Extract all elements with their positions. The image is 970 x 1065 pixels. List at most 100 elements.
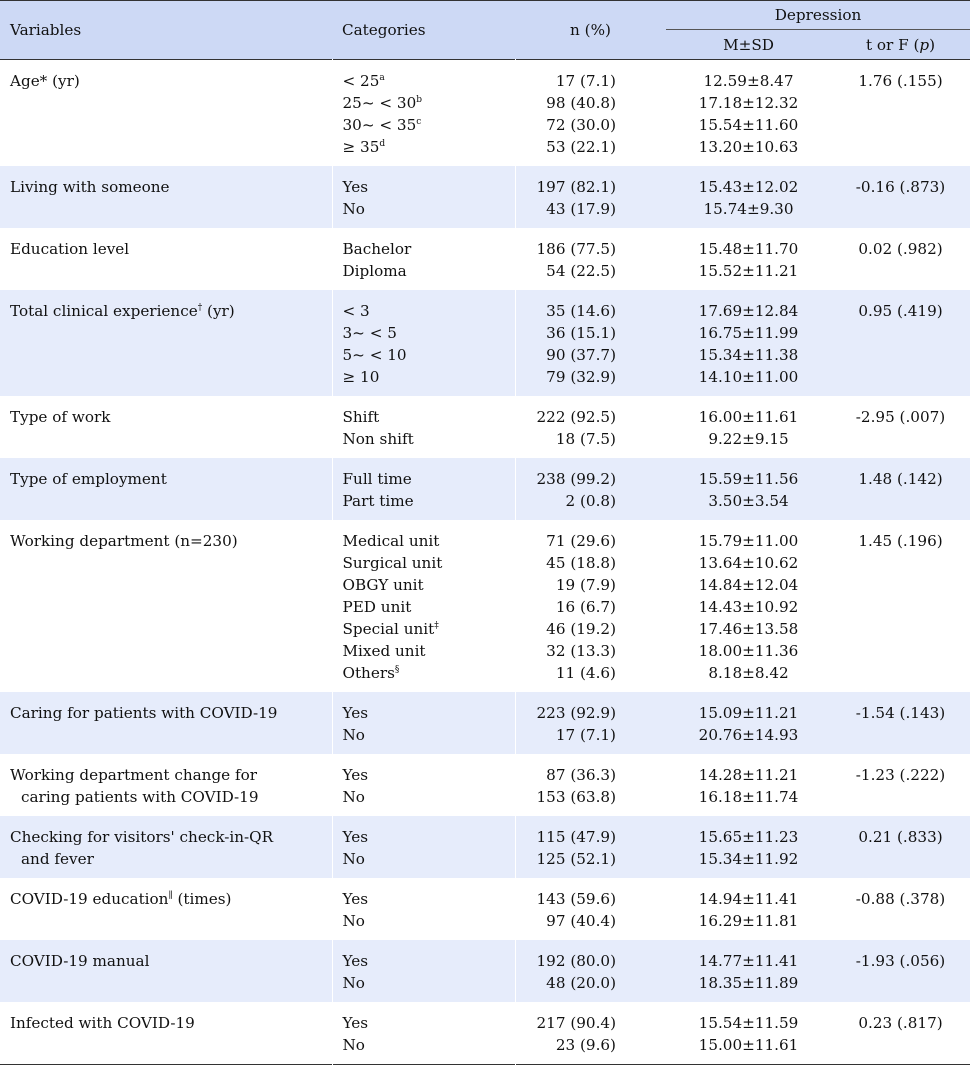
- msd-value: 15.34±11.92: [698, 850, 799, 868]
- variable-cell: Caring for patients with COVID-19: [0, 692, 333, 754]
- table-row: Caring for patients with COVID-19 Yes No 22…: [0, 692, 970, 754]
- footnote-mark: ‡: [434, 620, 439, 631]
- t-value: 0.21 (.833): [858, 828, 943, 846]
- category-label: ≥ 10: [342, 368, 380, 386]
- category-label: Others§: [342, 664, 400, 682]
- msd-value: 14.28±11.21: [698, 766, 799, 784]
- header-variables: Variables: [10, 21, 82, 39]
- n-pct-cell: 217 (90.4) 23 (9.6): [515, 1002, 666, 1065]
- n-pct-cell: 192 (80.0) 48 (20.0): [515, 940, 666, 1002]
- table-row: Type of work Shift Non shift 222 (92.5) 18 (…: [0, 396, 970, 458]
- n-pct-value: 71 (29.6): [546, 532, 616, 550]
- t-cell: -2.95 (.007): [831, 396, 970, 458]
- t-value: -0.88 (.378): [855, 890, 946, 908]
- t-cell: 0.02 (.982): [831, 228, 970, 290]
- table-row: Checking for visitors' check-in-QR and fe…: [0, 816, 970, 878]
- t-value: 1.76 (.155): [858, 72, 943, 90]
- n-pct-value: 197 (82.1): [536, 178, 616, 196]
- msd-value: 17.18±12.32: [698, 94, 799, 112]
- t-cell: -1.93 (.056): [831, 940, 970, 1002]
- variable-cell: Checking for visitors' check-in-QR and fe…: [0, 816, 333, 878]
- n-pct-value: 217 (90.4): [536, 1014, 616, 1032]
- category-label: Diploma: [342, 262, 407, 280]
- category-label: Surgical unit: [342, 554, 443, 572]
- category-label: No: [342, 726, 365, 744]
- variable-label: Working department (n=230): [10, 532, 238, 550]
- category-label: Yes: [342, 890, 369, 908]
- variable-cell: COVID-19 education∥ (times): [0, 878, 333, 940]
- t-cell: -1.23 (.222): [831, 754, 970, 816]
- msd-value: 15.54±11.60: [698, 116, 799, 134]
- variable-label-cont: and fever: [21, 850, 94, 868]
- t-cell: 1.48 (.142): [831, 458, 970, 520]
- footnote-mark: ∥: [168, 890, 173, 901]
- variable-cell: Age* (yr): [0, 59, 333, 166]
- category-label: PED unit: [342, 598, 412, 616]
- category-cell: Yes No: [332, 940, 516, 1002]
- category-cell: < 25a 25~ < 30b 30~ < 35c ≥ 35d: [332, 59, 516, 166]
- category-cell: Full time Part time: [332, 458, 516, 520]
- table-row: Total clinical experience† (yr) < 3 3~ < 5…: [0, 290, 970, 396]
- msd-value: 18.35±11.89: [698, 974, 799, 992]
- variable-cell: Type of work: [0, 396, 333, 458]
- msd-cell: 15.65±11.23 15.34±11.92: [666, 816, 831, 878]
- msd-value: 9.22±9.15: [708, 430, 789, 448]
- n-pct-value: 222 (92.5): [536, 408, 616, 426]
- msd-cell: 16.00±11.61 9.22±9.15: [666, 396, 831, 458]
- t-value: 0.23 (.817): [858, 1014, 943, 1032]
- msd-value: 13.20±10.63: [698, 138, 799, 156]
- n-pct-value: 16 (6.7): [555, 598, 616, 616]
- n-pct-cell: 35 (14.6) 36 (15.1) 90 (37.7) 79 (32.9): [515, 290, 666, 396]
- n-pct-value: 192 (80.0): [536, 952, 616, 970]
- msd-value: 16.29±11.81: [698, 912, 799, 930]
- n-pct-value: 90 (37.7): [546, 346, 616, 364]
- category-label: No: [342, 1036, 365, 1054]
- msd-value: 16.18±11.74: [698, 788, 799, 806]
- msd-value: 13.64±10.62: [698, 554, 799, 572]
- table-header: Variables Categories n (%) Depression M±…: [0, 0, 970, 60]
- category-label: No: [342, 974, 365, 992]
- variable-label: COVID-19 manual: [10, 952, 150, 970]
- n-pct-cell: 115 (47.9) 125 (52.1): [515, 816, 666, 878]
- t-cell: 0.23 (.817): [831, 1002, 970, 1065]
- n-pct-value: 186 (77.5): [536, 240, 616, 258]
- n-pct-value: 32 (13.3): [546, 642, 616, 660]
- t-value: 0.02 (.982): [858, 240, 943, 258]
- header-msd: M±SD: [723, 35, 774, 54]
- variable-label: Age* (yr): [10, 72, 80, 90]
- msd-value: 15.34±11.38: [698, 346, 799, 364]
- n-pct-value: 79 (32.9): [546, 368, 616, 386]
- variable-label-cont: caring patients with COVID-19: [21, 788, 259, 806]
- n-pct-value: 17 (7.1): [555, 726, 616, 744]
- header-depression: Depression: [666, 0, 970, 30]
- footnote-mark: †: [197, 302, 203, 313]
- category-label: Bachelor: [342, 240, 412, 258]
- table-row: Working department change for caring pati…: [0, 754, 970, 816]
- variable-label: Checking for visitors' check-in-QR: [10, 828, 274, 846]
- variable-label: COVID-19 education∥ (times): [10, 890, 232, 908]
- variable-cell: Infected with COVID-19: [0, 1002, 333, 1065]
- category-label: Non shift: [342, 430, 414, 448]
- category-cell: Yes No: [332, 1002, 516, 1065]
- t-cell: 1.45 (.196): [831, 520, 970, 692]
- header-t-or-f: t or F (p): [865, 35, 936, 54]
- category-cell: Medical unit Surgical unit OBGY unit PED un…: [332, 520, 516, 692]
- footnote-mark: §: [394, 664, 400, 675]
- msd-cell: 12.59±8.47 17.18±12.32 15.54±11.60 13.20±10…: [666, 60, 831, 167]
- table-row: Infected with COVID-19 Yes No 217 (90.4) 23 …: [0, 1002, 970, 1065]
- category-label: Medical unit: [342, 532, 440, 550]
- n-pct-cell: 223 (92.9) 17 (7.1): [515, 692, 666, 754]
- header-categories: Categories: [342, 21, 426, 39]
- t-cell: 0.21 (.833): [831, 816, 970, 878]
- variable-cell: Type of employment: [0, 458, 333, 520]
- msd-cell: 17.69±12.84 16.75±11.99 15.34±11.38 14.10±1…: [666, 290, 831, 396]
- n-pct-value: 17 (7.1): [555, 72, 616, 90]
- t-cell: 1.76 (.155): [831, 60, 970, 167]
- n-pct-value: 153 (63.8): [536, 788, 616, 806]
- t-cell: 0.95 (.419): [831, 290, 970, 396]
- variable-label: Education level: [10, 240, 130, 258]
- msd-value: 3.50±3.54: [708, 492, 789, 510]
- msd-value: 14.77±11.41: [698, 952, 799, 970]
- category-cell: Yes No: [332, 754, 516, 816]
